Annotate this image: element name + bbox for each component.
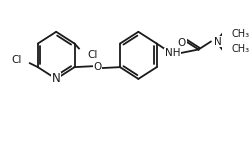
Text: Cl: Cl xyxy=(88,50,98,60)
Text: O: O xyxy=(178,38,186,48)
Text: CH₃: CH₃ xyxy=(232,44,250,54)
Text: N: N xyxy=(214,37,222,47)
Text: CH₃: CH₃ xyxy=(232,29,250,39)
Text: NH: NH xyxy=(165,48,180,58)
Text: N: N xyxy=(52,72,60,85)
Text: O: O xyxy=(93,62,102,72)
Text: Cl: Cl xyxy=(12,55,22,65)
